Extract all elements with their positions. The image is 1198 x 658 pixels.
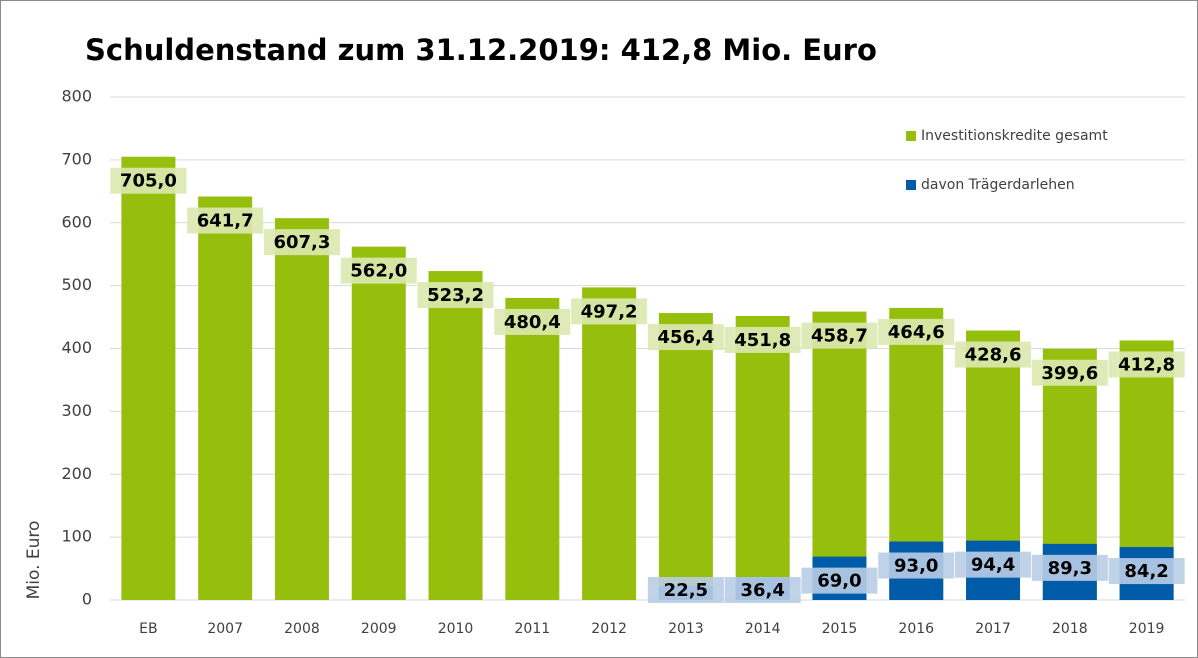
value-label: 451,8 [734,330,791,351]
value-label-bg [955,341,1032,368]
x-tick-label: 2015 [822,621,858,637]
value-label: 84,2 [1124,561,1168,582]
value-label-bg [417,282,494,309]
x-tick-label: EB [139,621,157,637]
y-axis-label: Mio. Euro [24,521,44,600]
value-label-bg [647,577,724,603]
value-label-bg [878,318,955,345]
value-label: 93,0 [894,556,938,577]
value-label: 428,6 [965,345,1022,366]
legend-label: Investitionskredite gesamt [921,128,1108,144]
value-label: 562,0 [350,261,407,282]
y-tick-label: 800 [61,87,92,106]
value-label-bg [878,552,955,579]
chart-title: Schuldenstand zum 31.12.2019: 412,8 Mio.… [85,33,877,67]
value-label-bg [187,207,264,234]
x-tick-label: 2014 [745,621,781,637]
value-label-bg [110,167,187,194]
y-tick-label: 200 [61,464,92,483]
y-tick-label: 300 [61,401,92,420]
value-label: 497,2 [581,301,638,322]
y-tick-label: 500 [61,275,92,294]
x-tick-label: 2016 [898,621,934,637]
value-label: 94,4 [971,555,1015,576]
value-label: 523,2 [427,285,484,306]
value-label-bg [1031,359,1108,386]
y-tick-label: 700 [61,149,92,168]
y-tick-label: 400 [61,338,92,357]
bar [428,271,483,600]
value-label: 464,6 [888,322,945,343]
bar [198,196,253,600]
x-tick-label: 2008 [284,621,320,637]
bar [505,297,560,600]
value-label-bg [955,551,1032,578]
value-label: 399,6 [1041,363,1098,384]
value-label: 705,0 [120,171,177,192]
value-label: 456,4 [657,327,714,348]
x-tick-label: 2017 [975,621,1011,637]
value-label-bg [571,298,648,325]
value-label-bg [724,326,801,353]
value-label: 22,5 [664,580,708,601]
x-tick-label: 2007 [207,621,243,637]
value-label-bg [647,324,724,351]
value-label-bg [340,257,417,284]
value-label-bg [1108,351,1185,378]
value-label-bg [1108,558,1185,585]
value-label: 458,7 [811,326,868,347]
value-label: 69,0 [817,571,861,592]
x-tick-label: 2010 [438,621,474,637]
legend-swatch [906,180,916,190]
x-tick-label: 2011 [515,621,551,637]
bar [582,287,637,600]
bar [812,311,867,600]
bar [735,315,790,600]
value-label: 412,8 [1118,354,1175,375]
x-tick-label: 2012 [591,621,627,637]
value-label-bg [724,577,801,603]
bar [121,156,176,600]
value-label-bg [801,322,878,349]
x-tick-label: 2019 [1129,621,1165,637]
bar [658,313,713,600]
value-label: 36,4 [740,580,784,601]
value-label-bg [801,567,878,594]
value-label: 641,7 [197,211,254,232]
x-tick-label: 2018 [1052,621,1088,637]
legend-swatch [906,131,916,141]
bar [274,218,329,600]
value-label-bg [1031,554,1108,581]
value-label: 480,4 [504,312,561,333]
x-tick-label: 2013 [668,621,704,637]
value-label-bg [494,308,571,335]
value-label: 89,3 [1048,558,1092,579]
legend-label: davon Trägerdarlehen [921,177,1075,193]
value-label-bg [263,229,340,256]
y-tick-label: 600 [61,212,92,231]
y-tick-label: 100 [61,527,92,546]
x-tick-label: 2009 [361,621,397,637]
value-label: 607,3 [273,232,330,253]
y-tick-label: 0 [82,590,92,609]
bar [351,246,406,600]
